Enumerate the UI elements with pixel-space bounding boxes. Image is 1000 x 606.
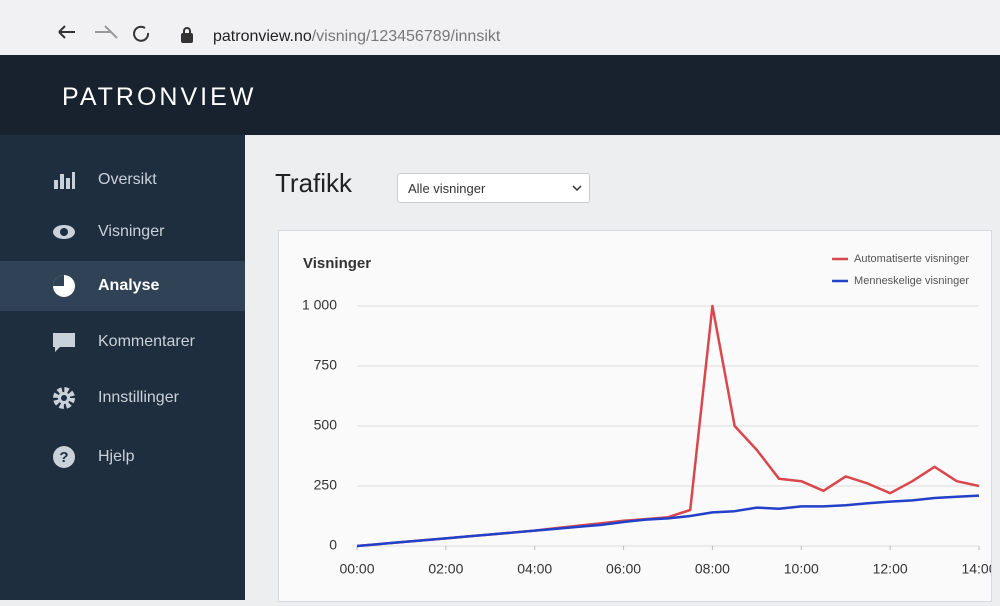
legend-label: Automatiserte visninger bbox=[854, 253, 969, 265]
chart-title: Visninger bbox=[303, 255, 371, 272]
browser-bar: patronview.no/visning/123456789/innsikt bbox=[0, 0, 1000, 55]
y-tick-label: 0 bbox=[329, 537, 337, 553]
y-tick-label: 500 bbox=[314, 417, 338, 433]
nav-item[interactable]: Analyse bbox=[0, 261, 245, 311]
x-tick-label: 12:00 bbox=[873, 561, 908, 577]
x-tick-label: 06:00 bbox=[606, 561, 641, 577]
brand[interactable]: PATRONVIEW bbox=[62, 83, 257, 111]
y-tick-label: 250 bbox=[314, 477, 338, 493]
x-tick-label: 02:00 bbox=[428, 561, 463, 577]
y-tick-label: 1 000 bbox=[302, 297, 337, 313]
nav-item[interactable]: Visninger bbox=[0, 207, 245, 257]
x-tick-label: 00:00 bbox=[339, 561, 374, 577]
nav-item[interactable]: Oversikt bbox=[0, 155, 245, 205]
nav-item[interactable]: ? Hjelp bbox=[0, 432, 245, 482]
nav-label: Oversikt bbox=[98, 171, 157, 188]
y-tick-label: 750 bbox=[314, 357, 338, 373]
x-tick-label: 08:00 bbox=[695, 561, 730, 577]
url-domain: patronview.no bbox=[213, 28, 312, 45]
page-title: Trafikk bbox=[275, 168, 353, 198]
url-path: /visning/123456789/innsikt bbox=[311, 28, 501, 45]
chart-card: Visninger 0 250 500 750 1 000 00:00 02:00 04:00… bbox=[278, 230, 997, 602]
nav-label: Innstillinger bbox=[98, 389, 179, 406]
sidebar: Oversikt Visninger Analyse Kommentarer I… bbox=[0, 135, 245, 600]
nav-label: Kommentarer bbox=[98, 333, 195, 350]
x-tick-label: 14:00 bbox=[961, 561, 991, 577]
nav-label: Analyse bbox=[98, 277, 160, 294]
url-bar[interactable]: patronview.no/visning/123456789/innsikt bbox=[213, 28, 500, 46]
app-header: PATRONVIEW bbox=[0, 55, 1000, 135]
nav-item[interactable]: Kommentarer bbox=[0, 317, 245, 367]
chart: Visninger 0 250 500 750 1 000 00:00 02:00 04:00… bbox=[302, 253, 997, 577]
nav-item[interactable]: Innstillinger bbox=[0, 373, 245, 423]
x-tick-label: 10:00 bbox=[784, 561, 819, 577]
legend-label: Menneskelige visninger bbox=[854, 275, 969, 287]
filter-value: Alle visninger bbox=[408, 181, 486, 196]
svg-text:?: ? bbox=[59, 449, 68, 466]
browser-buttons[interactable] bbox=[55, 20, 165, 44]
filter-select[interactable]: Alle visninger bbox=[397, 173, 590, 203]
lock-icon bbox=[181, 27, 193, 43]
x-tick-label: 04:00 bbox=[517, 561, 552, 577]
nav-label: Hjelp bbox=[98, 448, 135, 465]
nav-label: Visninger bbox=[98, 223, 165, 240]
data-line bbox=[356, 494, 980, 548]
